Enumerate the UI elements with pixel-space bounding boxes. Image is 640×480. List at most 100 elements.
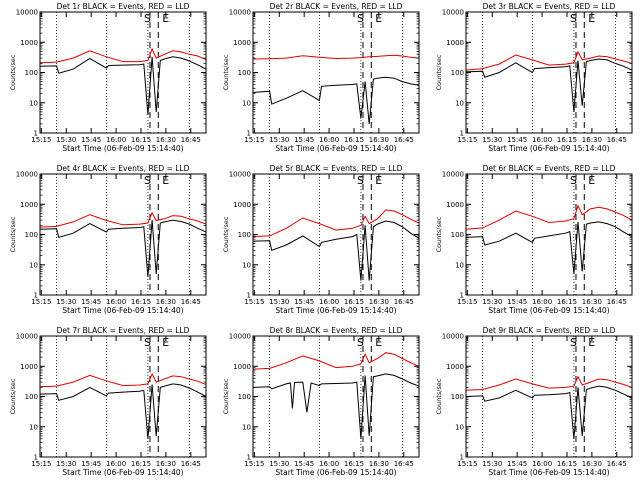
y-axis-label: Counts/sec xyxy=(222,378,230,414)
x-tick-label: 15:15 xyxy=(457,298,477,306)
annotation-label: S xyxy=(570,336,577,349)
y-tick-label: 1 xyxy=(460,130,464,138)
x-tick-label: 16:30 xyxy=(369,298,389,306)
x-tick-label: 16:00 xyxy=(532,298,552,306)
y-tick-label: 1000 xyxy=(446,201,464,209)
series-line-events xyxy=(466,385,632,439)
x-axis-label: Start Time (06-Feb-09 15:14:40) xyxy=(62,468,183,477)
x-tick-label: 16:30 xyxy=(369,136,389,144)
x-tick-label: 16:00 xyxy=(106,460,126,468)
x-tick-label: 15:30 xyxy=(482,136,502,144)
y-tick-label: 100 xyxy=(238,393,251,401)
y-tick-label: 100 xyxy=(451,231,464,239)
x-axis-label: Start Time (06-Feb-09 15:14:40) xyxy=(275,144,396,153)
y-tick-label: 10 xyxy=(455,261,464,269)
series-line-lld xyxy=(466,375,632,391)
x-tick-label: 16:15 xyxy=(344,136,364,144)
y-axis-label: Counts/sec xyxy=(9,216,17,252)
series-line-events xyxy=(253,373,419,439)
x-tick-label: 16:30 xyxy=(369,460,389,468)
y-tick-label: 10 xyxy=(242,99,251,107)
y-tick-label: 1000 xyxy=(233,363,251,371)
x-axis-label: Start Time (06-Feb-09 15:14:40) xyxy=(275,306,396,315)
annotation-label: E xyxy=(162,174,169,187)
y-tick-label: 10000 xyxy=(229,333,251,341)
annotation-label: E xyxy=(588,336,595,349)
x-tick-label: 15:45 xyxy=(294,298,314,306)
annotation-label: E xyxy=(162,336,169,349)
y-tick-label: 1000 xyxy=(233,201,251,209)
y-tick-label: 10000 xyxy=(16,9,38,17)
x-tick-label: 15:30 xyxy=(56,460,76,468)
annotation-label: S xyxy=(144,336,151,349)
x-axis-label: Start Time (06-Feb-09 15:14:40) xyxy=(488,306,609,315)
y-tick-label: 1000 xyxy=(446,39,464,47)
plot-frame xyxy=(252,11,420,134)
x-tick-label: 16:45 xyxy=(607,460,627,468)
y-tick-label: 10000 xyxy=(442,333,464,341)
y-tick-label: 100 xyxy=(451,393,464,401)
x-tick-label: 16:00 xyxy=(106,298,126,306)
series-line-events xyxy=(466,221,632,274)
annotation-label: S xyxy=(570,12,577,25)
chart-title: Det 8r BLACK = Events, RED = LLD xyxy=(270,326,403,335)
x-tick-label: 15:45 xyxy=(507,460,527,468)
x-tick-label: 16:15 xyxy=(557,136,577,144)
annotation-label: E xyxy=(375,336,382,349)
y-axis-label: Counts/sec xyxy=(9,54,17,90)
x-tick-label: 16:45 xyxy=(394,460,414,468)
annotation-label: S xyxy=(357,174,364,187)
annotation-label: S xyxy=(357,12,364,25)
annotation-label: E xyxy=(162,12,169,25)
x-tick-label: 15:15 xyxy=(31,298,51,306)
y-tick-label: 100 xyxy=(25,69,38,77)
x-tick-label: 16:45 xyxy=(181,460,201,468)
plot-frame xyxy=(465,11,633,134)
y-axis-label: Counts/sec xyxy=(9,378,17,414)
y-tick-label: 1 xyxy=(34,292,38,300)
x-tick-label: 16:00 xyxy=(319,460,339,468)
x-tick-label: 16:15 xyxy=(131,460,151,468)
chart-title: Det 1r BLACK = Events, RED = LLD xyxy=(57,2,190,11)
x-tick-label: 16:45 xyxy=(607,136,627,144)
plot-frame xyxy=(465,173,633,296)
y-tick-label: 10 xyxy=(29,261,38,269)
y-tick-label: 10 xyxy=(455,99,464,107)
y-tick-label: 1000 xyxy=(20,363,38,371)
x-tick-label: 16:45 xyxy=(607,298,627,306)
x-tick-label: 16:00 xyxy=(319,136,339,144)
x-tick-label: 16:15 xyxy=(344,298,364,306)
x-tick-label: 15:30 xyxy=(269,460,289,468)
x-tick-label: 15:30 xyxy=(482,460,502,468)
series-line-lld xyxy=(40,211,206,228)
annotation-label: E xyxy=(375,12,382,25)
annotation-label: S xyxy=(357,336,364,349)
x-tick-label: 15:45 xyxy=(81,298,101,306)
x-tick-label: 16:45 xyxy=(181,136,201,144)
x-tick-label: 15:30 xyxy=(269,298,289,306)
y-axis-label: Counts/sec xyxy=(222,54,230,90)
y-tick-label: 1000 xyxy=(20,39,38,47)
x-tick-label: 15:45 xyxy=(507,136,527,144)
x-tick-label: 16:15 xyxy=(344,460,364,468)
y-tick-label: 10 xyxy=(29,423,38,431)
y-tick-label: 1 xyxy=(460,454,464,462)
x-axis-label: Start Time (06-Feb-09 15:14:40) xyxy=(275,468,396,477)
y-tick-label: 1000 xyxy=(233,39,251,47)
x-tick-label: 16:00 xyxy=(106,136,126,144)
x-tick-label: 16:15 xyxy=(557,460,577,468)
series-line-lld xyxy=(253,54,419,60)
y-tick-label: 1 xyxy=(247,130,251,138)
x-tick-label: 15:15 xyxy=(244,298,264,306)
y-axis-label: Counts/sec xyxy=(222,216,230,252)
chart-title: Det 5r BLACK = Events, RED = LLD xyxy=(270,164,403,173)
x-tick-label: 15:45 xyxy=(81,136,101,144)
x-tick-label: 15:15 xyxy=(31,460,51,468)
chart-title: Det 7r BLACK = Events, RED = LLD xyxy=(57,326,190,335)
annotation-label: S xyxy=(144,174,151,187)
y-tick-label: 1 xyxy=(247,454,251,462)
